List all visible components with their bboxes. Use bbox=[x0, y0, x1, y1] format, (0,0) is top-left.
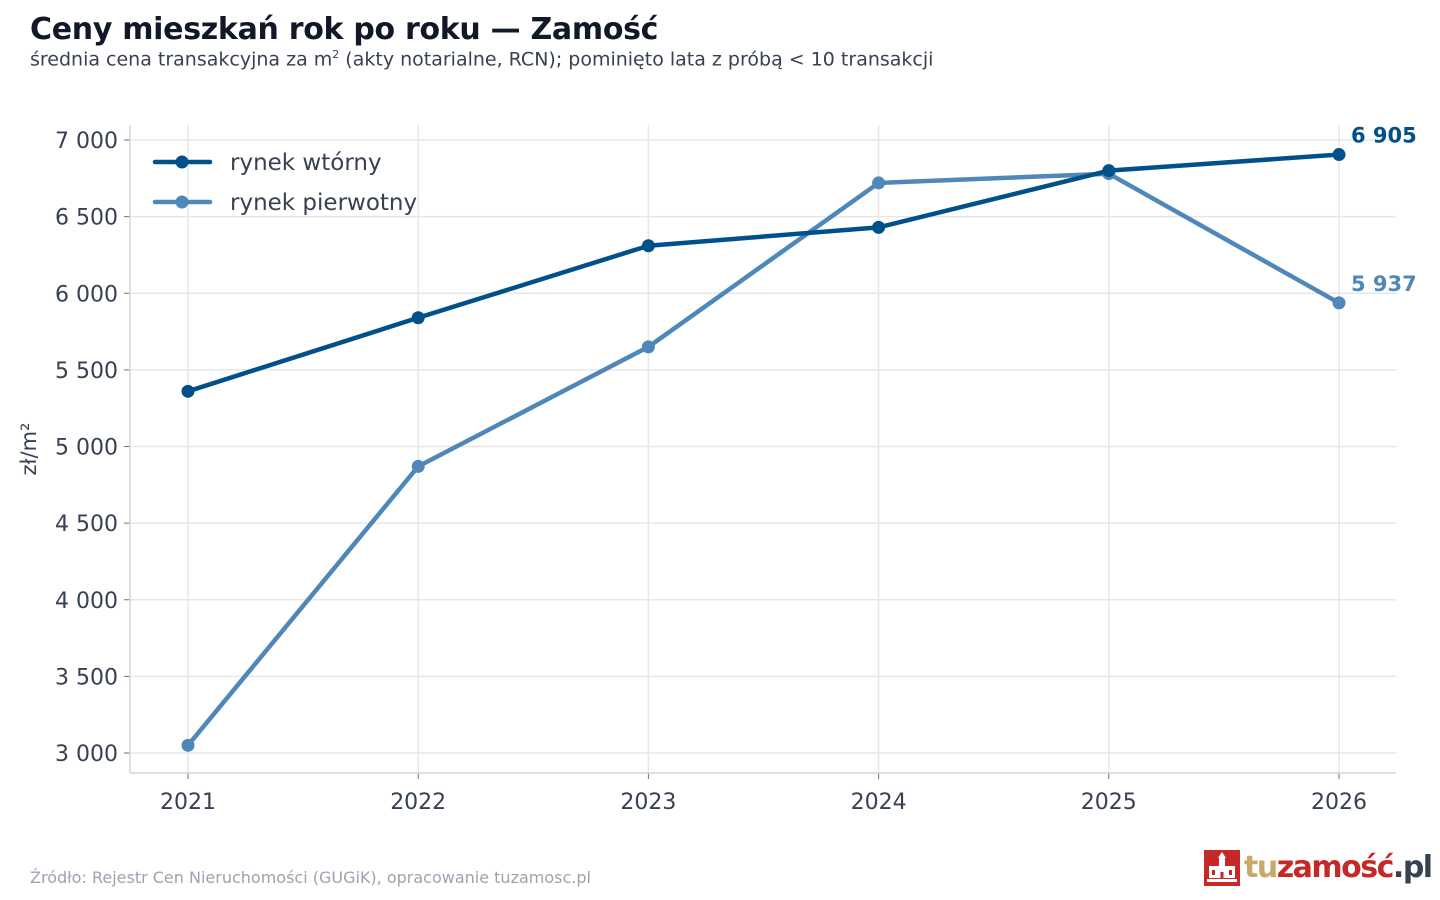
source-note: Źródło: Rejestr Cen Nieruchomości (GUGiK… bbox=[30, 868, 591, 887]
y-tick-label: 3 500 bbox=[55, 665, 118, 690]
data-point bbox=[411, 459, 425, 473]
brand-logo[interactable]: tuzamość.pl bbox=[1204, 850, 1433, 886]
data-point bbox=[181, 384, 195, 398]
data-point bbox=[1332, 148, 1346, 162]
y-tick-label: 5 000 bbox=[55, 436, 118, 461]
legend-label: rynek pierwotny bbox=[230, 190, 417, 216]
y-tick-label: 4 000 bbox=[55, 589, 118, 614]
y-tick-label: 3 000 bbox=[55, 742, 118, 767]
chart-title: Ceny mieszkań rok po roku — Zamość bbox=[30, 12, 659, 47]
chart-subtitle: średnia cena transakcyjna za m2 (akty no… bbox=[30, 48, 933, 70]
data-point bbox=[411, 311, 425, 325]
subtitle-text-rest: (akty notarialne, RCN); pominięto lata z… bbox=[339, 48, 934, 71]
legend-label: rynek wtórny bbox=[230, 150, 382, 176]
data-point bbox=[641, 239, 655, 253]
series-line-0 bbox=[185, 152, 1342, 394]
data-point bbox=[641, 340, 655, 354]
x-tick-label: 2023 bbox=[620, 790, 676, 815]
y-axis-label: zł/m² bbox=[17, 423, 41, 476]
x-tick-label: 2021 bbox=[160, 790, 216, 815]
logo-text: tuzamość.pl bbox=[1244, 850, 1433, 886]
town-hall-icon bbox=[1204, 850, 1240, 886]
data-point bbox=[872, 176, 886, 190]
y-tick-label: 4 500 bbox=[55, 512, 118, 537]
data-point bbox=[181, 738, 195, 752]
subtitle-text: średnia cena transakcyjna za m bbox=[30, 48, 333, 71]
data-point bbox=[1332, 296, 1346, 310]
x-tick-label: 2026 bbox=[1311, 790, 1367, 815]
x-tick-label: 2022 bbox=[390, 790, 446, 815]
legend-marker bbox=[175, 155, 189, 169]
axes: 3 000 3 500 4 000 4 500 5 000 5 500 6 000 6 500… bbox=[17, 125, 1396, 815]
series: 5 937 6 905 bbox=[181, 124, 1417, 752]
legend-marker bbox=[175, 195, 189, 209]
logo-text-tu: tu bbox=[1244, 850, 1278, 885]
y-tick-label: 6 500 bbox=[55, 206, 118, 231]
y-tick-label: 6 000 bbox=[55, 282, 118, 307]
x-tick-label: 2024 bbox=[851, 790, 907, 815]
logo-text-zamosc: zamość bbox=[1276, 850, 1395, 885]
logo-text-pl: .pl bbox=[1392, 850, 1433, 885]
y-tick-label: 7 000 bbox=[55, 129, 118, 154]
end-value-label: 5 937 bbox=[1351, 272, 1417, 296]
end-value-label: 6 905 bbox=[1351, 124, 1417, 148]
x-tick-label: 2025 bbox=[1081, 790, 1137, 815]
grid bbox=[130, 125, 1396, 773]
data-point bbox=[1102, 164, 1116, 178]
subtitle-superscript: 2 bbox=[332, 48, 340, 61]
legend: rynek wtórny rynek pierwotny bbox=[152, 150, 417, 216]
series-line-1 bbox=[185, 171, 1342, 748]
y-tick-label: 5 500 bbox=[55, 359, 118, 384]
data-point bbox=[872, 220, 886, 234]
